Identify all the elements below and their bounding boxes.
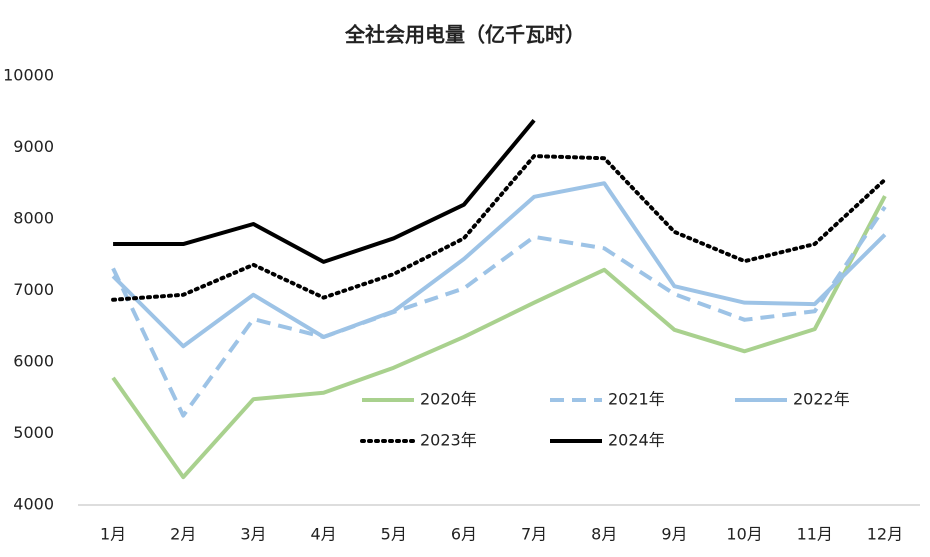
x-tick-label: 5月 bbox=[381, 525, 407, 544]
legend-label: 2022年 bbox=[793, 390, 850, 409]
y-tick-label: 7000 bbox=[13, 280, 54, 299]
x-tick-label: 4月 bbox=[310, 525, 336, 544]
y-tick-label: 10000 bbox=[3, 66, 54, 85]
x-tick-label: 8月 bbox=[591, 525, 617, 544]
y-tick-label: 8000 bbox=[13, 209, 54, 228]
series-line bbox=[111, 154, 887, 302]
series-line bbox=[111, 181, 887, 349]
series-line bbox=[111, 195, 887, 480]
x-tick-label: 2月 bbox=[170, 525, 196, 544]
x-tick-label: 6月 bbox=[451, 525, 477, 544]
legend-label: 2024年 bbox=[608, 431, 665, 450]
y-tick-label: 6000 bbox=[13, 352, 54, 371]
legend-label: 2020年 bbox=[420, 390, 477, 409]
y-tick-label: 9000 bbox=[13, 137, 54, 156]
chart-title: 全社会用电量（亿千瓦时） bbox=[344, 23, 585, 47]
x-tick-label: 3月 bbox=[240, 525, 266, 544]
x-tick-label: 11月 bbox=[797, 525, 833, 544]
y-tick-label: 4000 bbox=[13, 495, 54, 514]
x-tick-label: 1月 bbox=[100, 525, 126, 544]
x-tick-label: 9月 bbox=[661, 525, 687, 544]
y-tick-label: 5000 bbox=[13, 423, 54, 442]
legend-label: 2023年 bbox=[420, 431, 477, 450]
legend-label: 2021年 bbox=[608, 390, 665, 409]
x-tick-label: 7月 bbox=[521, 525, 547, 544]
x-tick-label: 10月 bbox=[726, 525, 762, 544]
series-line bbox=[113, 119, 536, 264]
x-tick-label: 12月 bbox=[867, 525, 903, 544]
